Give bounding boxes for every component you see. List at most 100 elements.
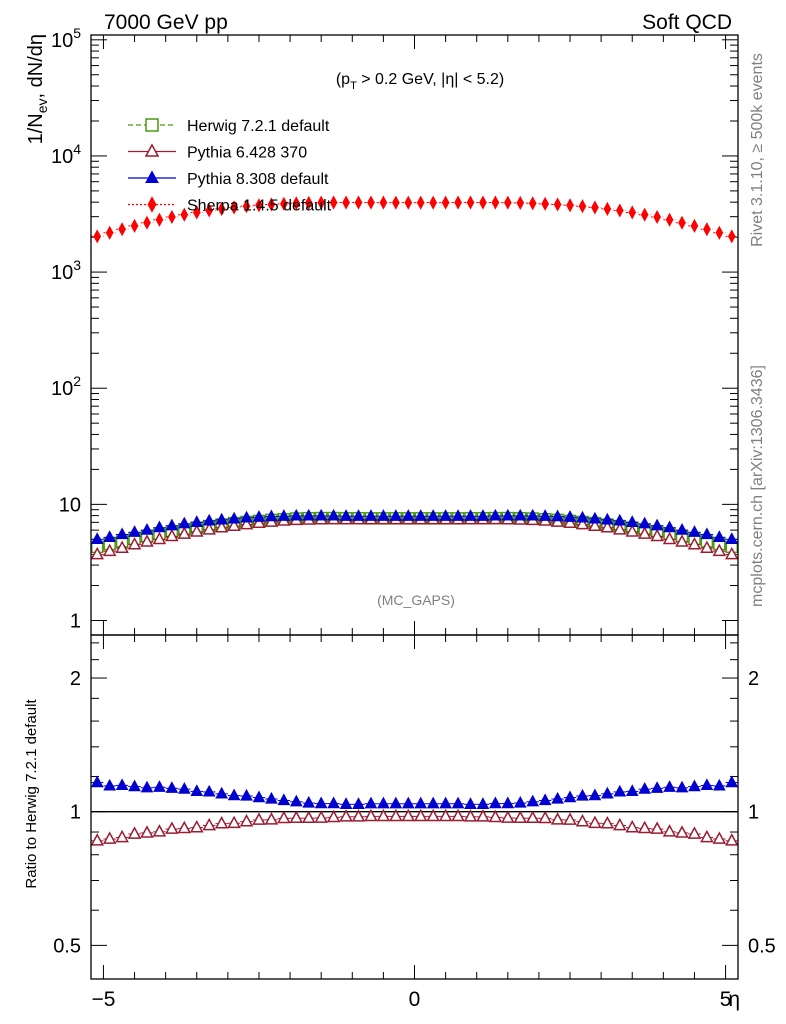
ratio-data-point	[501, 796, 515, 809]
data-point	[541, 196, 549, 211]
data-point	[143, 215, 151, 230]
data-point	[130, 218, 139, 233]
ratio-data-point	[550, 812, 565, 825]
ratio-data-point	[575, 813, 590, 827]
data-point	[177, 526, 192, 539]
ratio-data-point	[352, 797, 365, 809]
data-point	[165, 518, 179, 531]
data-point	[317, 195, 326, 210]
y-tick-label-base: 10	[59, 494, 81, 516]
data-point	[190, 524, 204, 537]
ratio-data-point	[289, 794, 303, 807]
ratio-data-point	[202, 784, 216, 797]
data-point	[538, 509, 552, 521]
ratio-data-point	[190, 819, 204, 833]
data-point	[613, 513, 627, 526]
data-point	[239, 516, 254, 530]
ratio-data-point	[252, 790, 266, 803]
ratio-data-point	[663, 780, 676, 792]
legend-label: Sherpa 1.4.5 default	[187, 198, 332, 215]
data-point	[354, 195, 363, 210]
ratio-xlabel: η	[728, 988, 740, 1011]
ratio-data-point	[364, 808, 378, 822]
ratio-data-point	[613, 784, 627, 797]
ratio-data-point	[700, 778, 714, 791]
data-point	[638, 516, 652, 529]
ratio-ylabel: Ratio to Herwig 7.2.1 default	[23, 699, 40, 889]
mcplots-label: mcplots.cern.ch [arXiv:1306.3436]	[749, 365, 766, 607]
data-point	[591, 200, 599, 215]
data-point	[389, 509, 403, 521]
data-point	[489, 508, 502, 521]
ratio-data-point	[277, 793, 291, 806]
ratio-data-point	[601, 786, 614, 799]
ratio-data-point	[451, 808, 465, 822]
ratio-series-pythia-8-308-default	[90, 775, 739, 809]
cut-label-pre: (p	[336, 71, 350, 88]
ratio-data-point	[526, 794, 540, 807]
ratio-data-point	[339, 809, 353, 822]
data-point	[302, 508, 316, 521]
ratio-data-point	[314, 810, 328, 823]
ratio-data-point	[650, 781, 664, 793]
ratio-data-point	[377, 796, 390, 809]
data-point	[304, 195, 313, 210]
ratio-data-point	[501, 810, 515, 823]
ratio-data-point	[376, 808, 391, 822]
data-point	[725, 532, 739, 544]
ratio-data-point	[401, 808, 416, 822]
analysis-label: (MC_GAPS)	[377, 592, 455, 608]
data-point	[115, 527, 129, 540]
data-point	[93, 229, 102, 244]
data-point	[479, 195, 487, 210]
data-point	[491, 195, 500, 210]
ratio-data-point	[202, 817, 216, 831]
ratio-data-point	[488, 809, 503, 823]
main-cut-label: (pT > 0.2 GeV, |η| < 5.2)	[336, 71, 504, 92]
ratio-data-point	[538, 793, 552, 806]
data-point	[202, 513, 216, 526]
data-point	[292, 196, 301, 211]
ratio-data-point	[327, 796, 340, 809]
y-tick-label: 104	[51, 141, 81, 168]
legend-item: Pythia 8.308 default	[128, 170, 329, 188]
ratio-data-point	[177, 782, 191, 794]
ratio-data-point	[625, 784, 639, 797]
ratio-data-point	[301, 810, 316, 824]
ratio-y-tick-label: 0.5	[748, 935, 776, 957]
data-point	[392, 195, 400, 210]
ratio-data-point	[252, 812, 266, 825]
data-point	[140, 523, 154, 535]
data-point	[601, 512, 614, 525]
ratio-data-point	[712, 831, 727, 844]
ratio-data-point	[165, 781, 179, 793]
data-point	[678, 215, 686, 230]
ratio-data-point	[414, 796, 428, 809]
data-point	[190, 515, 204, 527]
data-point	[414, 509, 428, 521]
ratio-data-point	[625, 819, 639, 833]
y-tick-label-exp: 3	[73, 257, 81, 273]
data-point	[103, 530, 117, 542]
y-tick-label: 1	[70, 610, 81, 632]
ratio-y-tick-label: 0.5	[53, 935, 81, 957]
data-point	[615, 203, 624, 218]
ratio-data-point	[115, 829, 129, 843]
ratio-y-tick-label: 1	[748, 802, 759, 824]
ratio-data-point	[389, 808, 403, 822]
data-point	[441, 195, 450, 210]
y-tick-label: 102	[51, 373, 81, 400]
data-point	[339, 509, 353, 521]
ratio-data-point	[102, 831, 117, 844]
data-point	[90, 532, 104, 544]
y-tick-label-exp: 4	[73, 141, 81, 157]
ratio-series-pythia-6-428-370	[90, 808, 739, 846]
data-point	[653, 209, 661, 225]
data-point	[603, 201, 612, 216]
ratio-data-point	[563, 812, 577, 825]
data-point	[503, 195, 512, 210]
data-point	[640, 207, 649, 222]
main-ylabel-pre: 1/N	[25, 113, 47, 144]
ratio-data-point	[426, 808, 440, 822]
data-point	[725, 546, 739, 560]
